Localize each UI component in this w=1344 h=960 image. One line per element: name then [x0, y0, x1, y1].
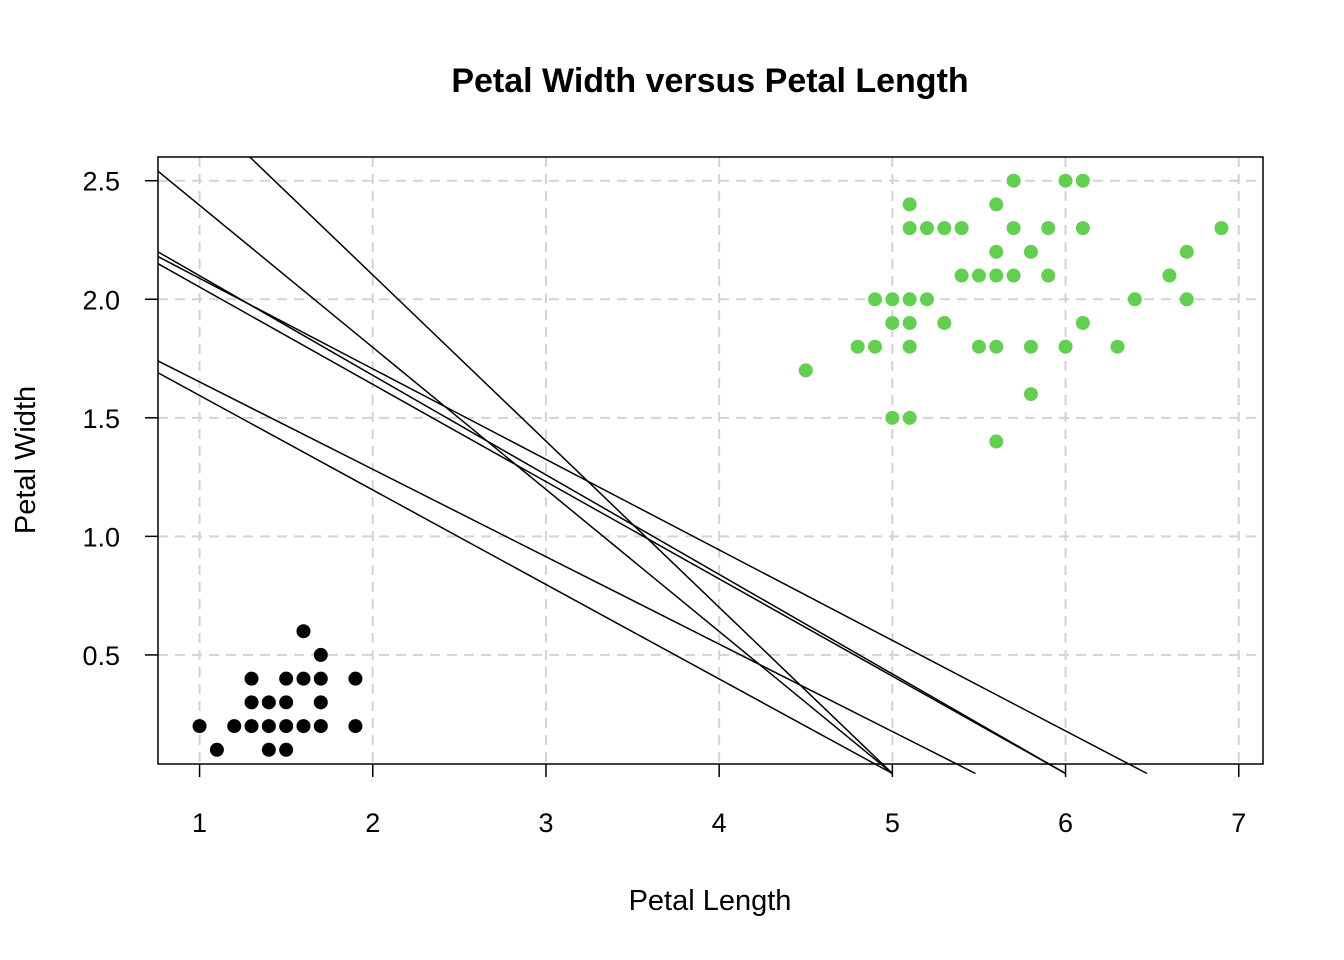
data-point: [1006, 173, 1021, 188]
data-point: [348, 719, 363, 734]
y-tick-label: 1.5: [82, 404, 120, 434]
data-point: [902, 197, 917, 212]
data-point: [937, 221, 952, 236]
data-point: [1214, 221, 1229, 236]
data-point: [313, 647, 328, 662]
x-axis: 1 2 3 4 5 6 7: [192, 764, 1246, 838]
data-point: [971, 268, 986, 283]
data-point: [1127, 292, 1142, 307]
decision-line: [157, 372, 893, 775]
data-point: [313, 719, 328, 734]
data-point: [989, 339, 1004, 354]
data-point: [850, 339, 865, 354]
x-tick-label: 5: [885, 808, 900, 838]
data-point: [902, 315, 917, 330]
data-point: [313, 695, 328, 710]
data-point: [989, 268, 1004, 283]
data-point: [1110, 339, 1125, 354]
data-point: [919, 292, 934, 307]
data-point: [244, 719, 259, 734]
data-point: [1006, 221, 1021, 236]
data-point: [279, 719, 294, 734]
data-point: [279, 742, 294, 757]
data-point: [919, 221, 934, 236]
decision-line: [157, 255, 1148, 775]
data-point: [1162, 268, 1177, 283]
data-point: [954, 221, 969, 236]
data-points: [192, 173, 1229, 757]
data-point: [1041, 268, 1056, 283]
data-point: [1179, 292, 1194, 307]
data-point: [209, 742, 224, 757]
chart-title: Petal Width versus Petal Length: [451, 62, 968, 100]
plot-frame: [157, 156, 1264, 765]
y-axis: 0.5 1.0 1.5 2.0 2.5: [82, 167, 158, 671]
data-point: [1179, 244, 1194, 259]
boundary-lines: [157, 156, 1148, 775]
data-point: [296, 671, 311, 686]
data-point: [244, 671, 259, 686]
decision-line: [157, 170, 893, 775]
data-point: [1058, 339, 1073, 354]
data-point: [261, 719, 276, 734]
data-point: [279, 695, 294, 710]
x-tick-label: 2: [365, 808, 380, 838]
data-point: [971, 339, 986, 354]
x-tick-label: 3: [538, 808, 553, 838]
data-point: [902, 292, 917, 307]
data-point: [227, 719, 242, 734]
decision-line: [249, 156, 893, 775]
x-tick-label: 4: [712, 808, 727, 838]
data-point: [1006, 268, 1021, 283]
data-point: [1075, 173, 1090, 188]
decision-line: [157, 360, 976, 775]
y-tick-label: 0.5: [82, 641, 120, 671]
data-point: [937, 315, 952, 330]
decision-line: [157, 251, 1066, 775]
data-point: [954, 268, 969, 283]
data-point: [885, 292, 900, 307]
data-point: [296, 624, 311, 639]
x-tick-label: 7: [1231, 808, 1246, 838]
y-tick-label: 1.0: [82, 522, 120, 552]
data-point: [1075, 315, 1090, 330]
data-point: [902, 410, 917, 425]
data-point: [1041, 221, 1056, 236]
data-point: [1075, 221, 1090, 236]
y-tick-label: 2.0: [82, 285, 120, 315]
decision-line: [157, 263, 1066, 775]
data-point: [279, 671, 294, 686]
data-point: [1058, 173, 1073, 188]
data-point: [261, 695, 276, 710]
data-point: [989, 244, 1004, 259]
y-tick-label: 2.5: [82, 167, 120, 197]
data-point: [868, 339, 883, 354]
data-point: [261, 742, 276, 757]
data-point: [868, 292, 883, 307]
x-tick-label: 6: [1058, 808, 1073, 838]
data-point: [885, 410, 900, 425]
data-point: [989, 434, 1004, 449]
data-point: [989, 197, 1004, 212]
x-tick-label: 1: [192, 808, 207, 838]
data-point: [902, 339, 917, 354]
data-point: [313, 671, 328, 686]
data-point: [1023, 339, 1038, 354]
data-point: [1023, 244, 1038, 259]
x-axis-label: Petal Length: [629, 885, 792, 917]
data-point: [192, 719, 207, 734]
y-axis-label: Petal Width: [10, 386, 42, 534]
data-point: [348, 671, 363, 686]
data-point: [244, 695, 259, 710]
data-point: [1023, 387, 1038, 402]
data-point: [798, 363, 813, 378]
data-point: [296, 719, 311, 734]
data-point: [885, 315, 900, 330]
data-point: [902, 221, 917, 236]
